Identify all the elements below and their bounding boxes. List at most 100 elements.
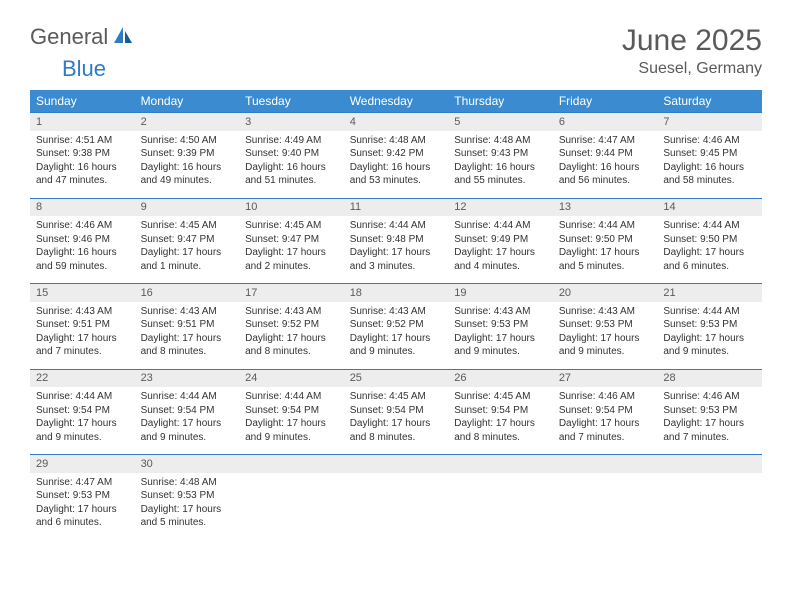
day-number-cell: 24 [239, 369, 344, 387]
daylight-text-1: Daylight: 17 hours [245, 332, 338, 346]
day-data-cell: Sunrise: 4:43 AMSunset: 9:51 PMDaylight:… [135, 302, 240, 370]
daylight-text-2: and 7 minutes. [36, 345, 129, 359]
sunrise-text: Sunrise: 4:45 AM [245, 219, 338, 233]
day-data-cell: Sunrise: 4:44 AMSunset: 9:54 PMDaylight:… [30, 387, 135, 455]
day-header: Thursday [448, 90, 553, 113]
daylight-text-1: Daylight: 17 hours [350, 332, 443, 346]
sunset-text: Sunset: 9:54 PM [141, 404, 234, 418]
day-number-cell: 29 [30, 455, 135, 473]
day-header: Tuesday [239, 90, 344, 113]
daylight-text-2: and 47 minutes. [36, 174, 129, 188]
day-number-cell: 27 [553, 369, 658, 387]
sunrise-text: Sunrise: 4:47 AM [559, 134, 652, 148]
daylight-text-2: and 51 minutes. [245, 174, 338, 188]
day-data-cell: Sunrise: 4:44 AMSunset: 9:49 PMDaylight:… [448, 216, 553, 284]
data-row: Sunrise: 4:46 AMSunset: 9:46 PMDaylight:… [30, 216, 762, 284]
sunrise-text: Sunrise: 4:43 AM [350, 305, 443, 319]
daynum-row: 1234567 [30, 113, 762, 131]
day-header: Monday [135, 90, 240, 113]
day-data-cell [553, 473, 658, 540]
sunrise-text: Sunrise: 4:46 AM [663, 134, 756, 148]
daylight-text-2: and 9 minutes. [663, 345, 756, 359]
sunset-text: Sunset: 9:44 PM [559, 147, 652, 161]
sunset-text: Sunset: 9:50 PM [559, 233, 652, 247]
daylight-text-2: and 56 minutes. [559, 174, 652, 188]
sunrise-text: Sunrise: 4:48 AM [454, 134, 547, 148]
day-number-cell: 14 [657, 198, 762, 216]
daylight-text-1: Daylight: 17 hours [663, 246, 756, 260]
sunrise-text: Sunrise: 4:43 AM [36, 305, 129, 319]
daylight-text-1: Daylight: 16 hours [559, 161, 652, 175]
day-header: Wednesday [344, 90, 449, 113]
sunset-text: Sunset: 9:42 PM [350, 147, 443, 161]
sunset-text: Sunset: 9:43 PM [454, 147, 547, 161]
day-data-cell [448, 473, 553, 540]
sunrise-text: Sunrise: 4:46 AM [559, 390, 652, 404]
sunrise-text: Sunrise: 4:43 AM [141, 305, 234, 319]
day-number-cell: 9 [135, 198, 240, 216]
sunset-text: Sunset: 9:51 PM [36, 318, 129, 332]
day-number-cell: 5 [448, 113, 553, 131]
daylight-text-1: Daylight: 17 hours [141, 417, 234, 431]
day-data-cell: Sunrise: 4:48 AMSunset: 9:53 PMDaylight:… [135, 473, 240, 540]
day-data-cell: Sunrise: 4:46 AMSunset: 9:54 PMDaylight:… [553, 387, 658, 455]
sunset-text: Sunset: 9:53 PM [559, 318, 652, 332]
daylight-text-1: Daylight: 16 hours [245, 161, 338, 175]
sunrise-text: Sunrise: 4:46 AM [663, 390, 756, 404]
day-data-cell: Sunrise: 4:45 AMSunset: 9:47 PMDaylight:… [135, 216, 240, 284]
page-header: General June 2025 Suesel, Germany [30, 24, 762, 78]
calendar-table: Sunday Monday Tuesday Wednesday Thursday… [30, 90, 762, 540]
day-data-cell: Sunrise: 4:43 AMSunset: 9:53 PMDaylight:… [553, 302, 658, 370]
daylight-text-1: Daylight: 17 hours [36, 417, 129, 431]
data-row: Sunrise: 4:43 AMSunset: 9:51 PMDaylight:… [30, 302, 762, 370]
sunrise-text: Sunrise: 4:48 AM [141, 476, 234, 490]
sunset-text: Sunset: 9:53 PM [454, 318, 547, 332]
day-data-cell: Sunrise: 4:44 AMSunset: 9:50 PMDaylight:… [657, 216, 762, 284]
sunrise-text: Sunrise: 4:51 AM [36, 134, 129, 148]
daylight-text-2: and 8 minutes. [350, 431, 443, 445]
day-data-cell: Sunrise: 4:50 AMSunset: 9:39 PMDaylight:… [135, 131, 240, 199]
sunset-text: Sunset: 9:39 PM [141, 147, 234, 161]
daylight-text-2: and 8 minutes. [141, 345, 234, 359]
day-data-cell: Sunrise: 4:45 AMSunset: 9:47 PMDaylight:… [239, 216, 344, 284]
day-number-cell: 22 [30, 369, 135, 387]
day-number-cell: 25 [344, 369, 449, 387]
day-number-cell: 10 [239, 198, 344, 216]
day-data-cell: Sunrise: 4:46 AMSunset: 9:46 PMDaylight:… [30, 216, 135, 284]
daylight-text-1: Daylight: 17 hours [559, 332, 652, 346]
daylight-text-1: Daylight: 17 hours [663, 417, 756, 431]
daylight-text-2: and 49 minutes. [141, 174, 234, 188]
daylight-text-2: and 59 minutes. [36, 260, 129, 274]
daylight-text-1: Daylight: 16 hours [663, 161, 756, 175]
sunrise-text: Sunrise: 4:45 AM [350, 390, 443, 404]
day-data-cell: Sunrise: 4:43 AMSunset: 9:53 PMDaylight:… [448, 302, 553, 370]
logo: General [30, 24, 136, 50]
day-data-cell: Sunrise: 4:44 AMSunset: 9:48 PMDaylight:… [344, 216, 449, 284]
sunset-text: Sunset: 9:46 PM [36, 233, 129, 247]
sunset-text: Sunset: 9:38 PM [36, 147, 129, 161]
daylight-text-2: and 58 minutes. [663, 174, 756, 188]
day-number-cell: 23 [135, 369, 240, 387]
sunrise-text: Sunrise: 4:44 AM [454, 219, 547, 233]
day-number-cell: 1 [30, 113, 135, 131]
day-number-cell: 18 [344, 284, 449, 302]
day-data-cell: Sunrise: 4:43 AMSunset: 9:52 PMDaylight:… [239, 302, 344, 370]
day-number-cell [448, 455, 553, 473]
daylight-text-2: and 7 minutes. [559, 431, 652, 445]
day-number-cell: 26 [448, 369, 553, 387]
logo-sail-icon [112, 25, 134, 50]
sunset-text: Sunset: 9:50 PM [663, 233, 756, 247]
sunrise-text: Sunrise: 4:45 AM [141, 219, 234, 233]
day-data-cell [239, 473, 344, 540]
daylight-text-2: and 6 minutes. [663, 260, 756, 274]
daylight-text-1: Daylight: 17 hours [454, 417, 547, 431]
day-number-cell: 28 [657, 369, 762, 387]
day-data-cell: Sunrise: 4:51 AMSunset: 9:38 PMDaylight:… [30, 131, 135, 199]
sunset-text: Sunset: 9:53 PM [663, 404, 756, 418]
daylight-text-2: and 9 minutes. [454, 345, 547, 359]
day-number-cell: 15 [30, 284, 135, 302]
daynum-row: 891011121314 [30, 198, 762, 216]
day-number-cell: 7 [657, 113, 762, 131]
daylight-text-2: and 9 minutes. [141, 431, 234, 445]
sunrise-text: Sunrise: 4:48 AM [350, 134, 443, 148]
